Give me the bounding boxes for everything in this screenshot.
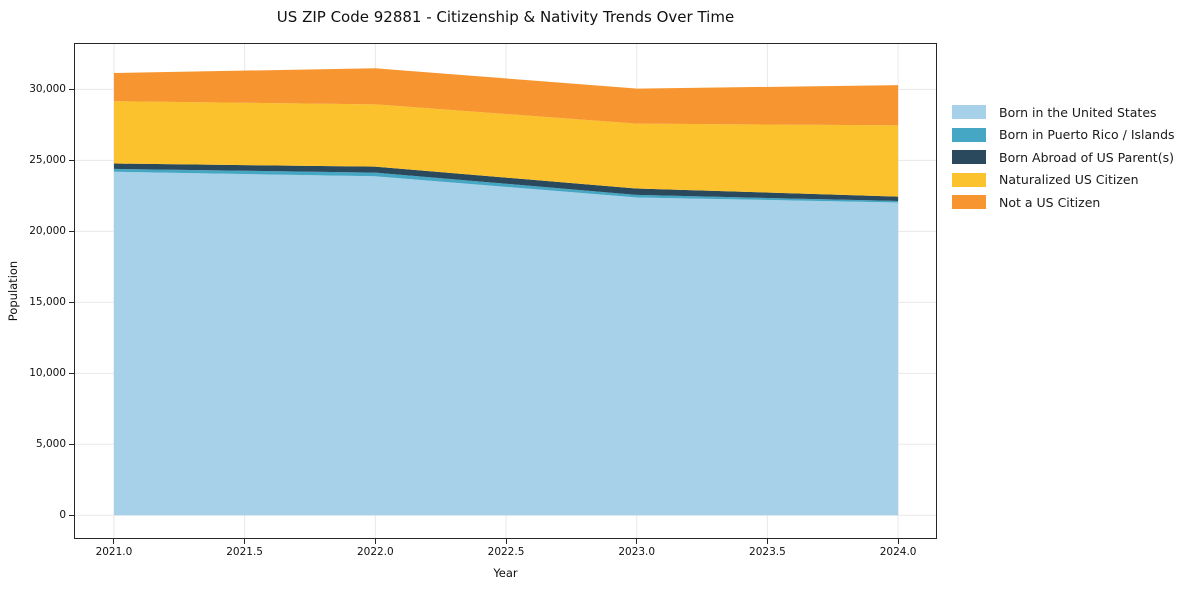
x-tick-mark (244, 539, 246, 544)
x-tick-label: 2022.5 (487, 546, 525, 558)
area-series-1 (113, 168, 899, 203)
area-series-0 (113, 171, 899, 516)
x-tick-label: 2023.0 (618, 546, 656, 558)
y-tick-label: 30,000 (29, 83, 66, 96)
legend-label: Born Abroad of US Parent(s) (999, 149, 1174, 165)
x-tick-label: 2021.0 (95, 546, 133, 558)
legend-item: Born in Puerto Rico / Islands (952, 127, 1175, 142)
legend-item: Born in the United States (952, 104, 1175, 120)
x-tick-label: 2023.5 (749, 546, 786, 558)
legend: Born in the United States Born in Puerto … (952, 105, 1175, 218)
legend-label: Born in Puerto Rico / Islands (999, 127, 1175, 142)
area-series-3 (113, 101, 899, 197)
y-tick-mark (69, 159, 74, 161)
x-tick-mark (897, 539, 899, 544)
x-tick-label: 2021.5 (226, 546, 263, 558)
x-tick-mark (113, 539, 115, 544)
y-tick-mark (69, 372, 74, 374)
legend-item: Naturalized US Citizen (952, 172, 1175, 187)
area-series-2 (113, 163, 899, 201)
x-tick-mark (505, 539, 507, 544)
area-series-4 (113, 68, 899, 126)
legend-color-swatch-icon (952, 127, 986, 142)
stacked-area-chart (75, 44, 936, 538)
legend-color-swatch-icon (952, 150, 986, 164)
chart-title: US ZIP Code 92881 - Citizenship & Nativi… (276, 8, 735, 26)
y-tick-label: 5,000 (35, 438, 66, 451)
x-tick-mark (636, 539, 638, 544)
x-tick-label: 2024.0 (879, 546, 917, 558)
legend-label: Naturalized US Citizen (999, 172, 1139, 187)
y-tick-mark (69, 514, 74, 516)
legend-item: Born Abroad of US Parent(s) (952, 149, 1175, 165)
y-tick-label: 0 (59, 509, 66, 522)
y-axis-label: Population (6, 260, 20, 322)
legend-item: Not a US Citizen (952, 194, 1175, 210)
y-tick-label: 10,000 (29, 367, 66, 380)
y-tick-label: 20,000 (29, 225, 66, 238)
y-tick-mark (69, 230, 74, 232)
x-axis-label: Year (493, 566, 518, 580)
plot-area (74, 43, 937, 539)
y-tick-mark (69, 443, 74, 445)
x-tick-label: 2022.0 (356, 546, 394, 558)
y-tick-label: 25,000 (29, 154, 66, 167)
legend-label: Born in the United States (999, 104, 1157, 120)
legend-color-swatch-icon (952, 195, 986, 209)
x-tick-mark (374, 539, 376, 544)
y-tick-mark (69, 301, 74, 303)
legend-color-swatch-icon (952, 105, 986, 119)
legend-color-swatch-icon (952, 172, 986, 187)
y-tick-label: 15,000 (29, 296, 66, 309)
y-tick-mark (69, 88, 74, 90)
x-tick-mark (766, 539, 768, 544)
legend-label: Not a US Citizen (999, 194, 1101, 210)
